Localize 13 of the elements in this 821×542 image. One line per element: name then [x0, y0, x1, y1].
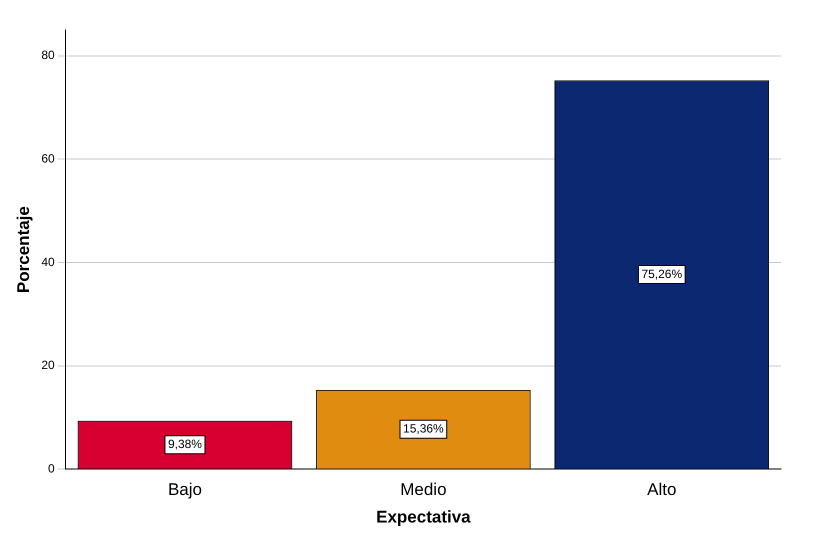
data-label: 15,36%: [403, 422, 444, 436]
y-tick-label: 80: [41, 48, 56, 62]
y-tick-label: 40: [41, 254, 56, 269]
data-label: 75,26%: [641, 266, 682, 281]
y-tick-label: 20: [41, 358, 56, 372]
data-label: 9,38%: [168, 437, 202, 452]
x-axis-title: Expectativa: [376, 507, 472, 526]
y-tick-label: 0: [48, 462, 56, 476]
x-tick-label: Alto: [647, 480, 676, 500]
x-tick-label: Bajo: [168, 480, 202, 500]
x-tick-label: Medio: [400, 480, 447, 500]
y-tick-label: 60: [41, 151, 56, 166]
y-axis-title: Porcentaje: [14, 206, 33, 294]
